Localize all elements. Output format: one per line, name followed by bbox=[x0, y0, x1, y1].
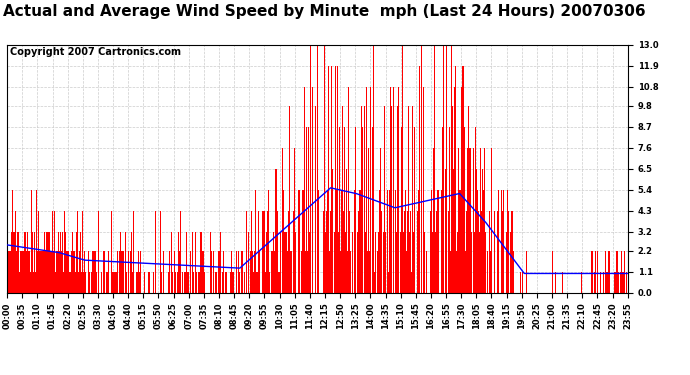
Text: Actual and Average Wind Speed by Minute  mph (Last 24 Hours) 20070306: Actual and Average Wind Speed by Minute … bbox=[3, 4, 646, 19]
Text: Copyright 2007 Cartronics.com: Copyright 2007 Cartronics.com bbox=[10, 48, 181, 57]
